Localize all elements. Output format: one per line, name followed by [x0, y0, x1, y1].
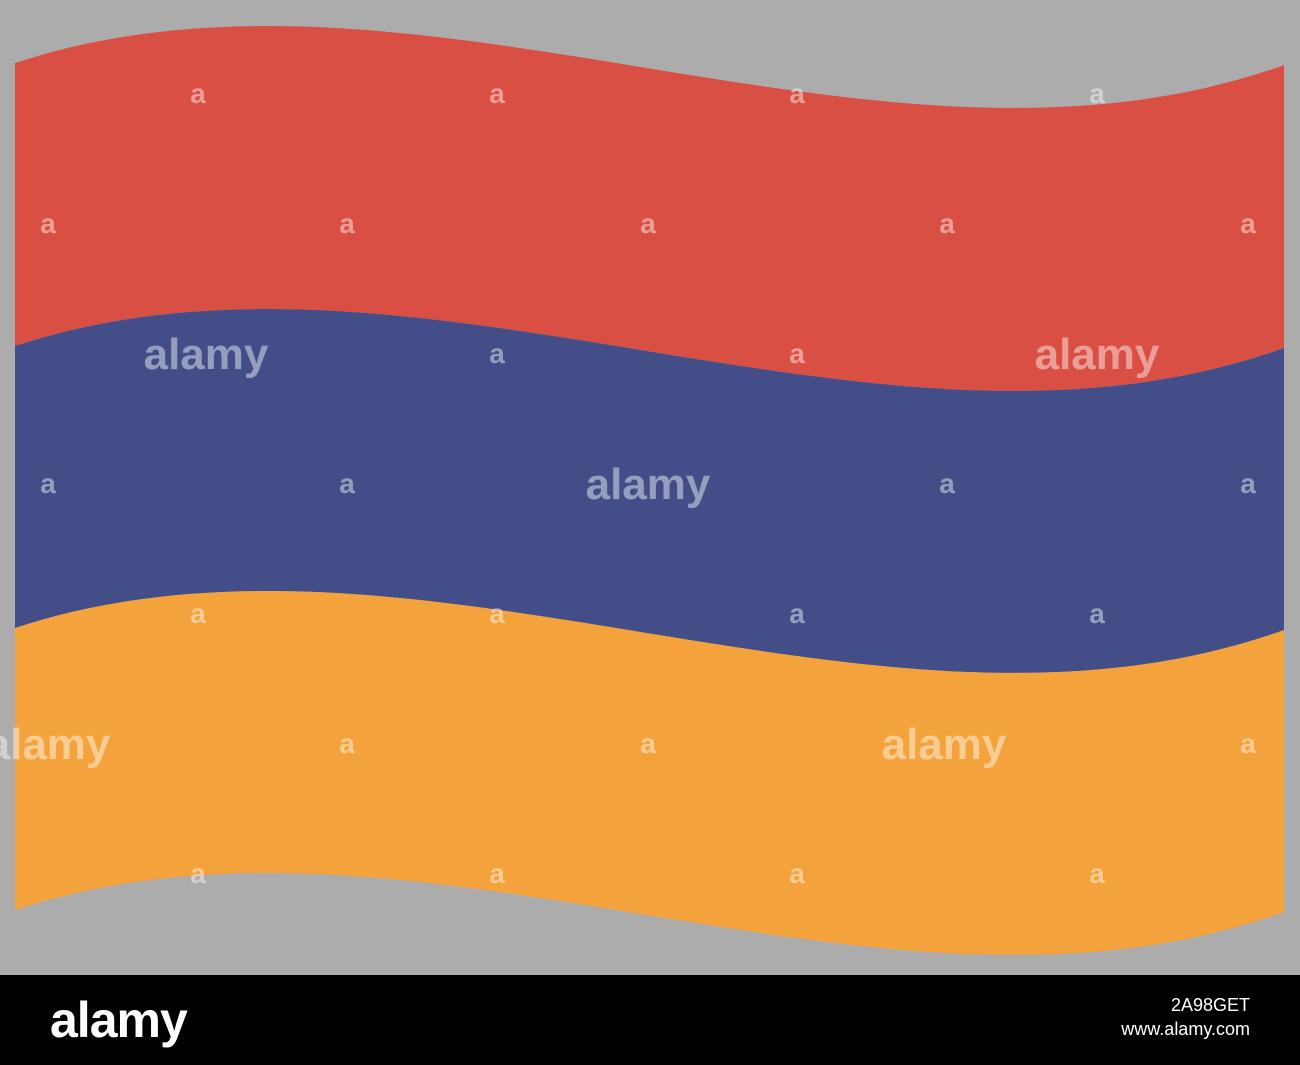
- watermark-word: alamy: [1035, 330, 1160, 379]
- watermark-glyph: a: [339, 468, 355, 499]
- watermark-glyph: a: [789, 598, 805, 629]
- flag-canvas: a a a a a a a a a a a a a a a a a a a a a a a a a a alamy alamy alam…: [0, 0, 1300, 975]
- watermark-glyph: a: [1089, 858, 1105, 889]
- footer-url: www.alamy.com: [1121, 1019, 1250, 1039]
- image-id: 2A98GET: [1170, 995, 1250, 1015]
- watermark-glyph: a: [40, 468, 56, 499]
- watermark-glyph: a: [640, 208, 656, 239]
- footer-bar: alamy 2A98GET www.alamy.com: [0, 975, 1300, 1065]
- watermark-layer: a a a a a a a a a a a a a a a a a a a a a a a a a a alamy alamy alam…: [0, 78, 1256, 889]
- watermark-glyph: a: [40, 208, 56, 239]
- watermark-glyph: a: [789, 338, 805, 369]
- watermark-word: alamy: [144, 330, 269, 379]
- flag-stripe-orange: [15, 591, 1284, 955]
- watermark-glyph: a: [640, 728, 656, 759]
- watermark-glyph: a: [1089, 598, 1105, 629]
- footer-info: 2A98GET www.alamy.com: [1121, 993, 1250, 1041]
- watermark-glyph: a: [1089, 78, 1105, 109]
- flag-image: a a a a a a a a a a a a a a a a a a a a a a a a a a alamy alamy alam…: [0, 0, 1300, 975]
- watermark-word: alamy: [586, 460, 711, 509]
- watermark-glyph: a: [1240, 468, 1256, 499]
- watermark-glyph: a: [489, 78, 505, 109]
- watermark-glyph: a: [1240, 208, 1256, 239]
- watermark-glyph: a: [789, 78, 805, 109]
- watermark-glyph: a: [339, 208, 355, 239]
- watermark-glyph: a: [190, 78, 206, 109]
- watermark-glyph: a: [789, 858, 805, 889]
- flag-stripe-blue: [15, 309, 1284, 673]
- watermark-word: alamy: [0, 720, 111, 769]
- alamy-logo: alamy: [50, 992, 188, 1048]
- watermark-glyph: a: [939, 208, 955, 239]
- watermark-glyph: a: [939, 468, 955, 499]
- watermark-glyph: a: [489, 338, 505, 369]
- watermark-word: alamy: [882, 720, 1007, 769]
- watermark-glyph: a: [1240, 728, 1256, 759]
- watermark-glyph: a: [489, 858, 505, 889]
- flag-stripe-red: [15, 26, 1284, 391]
- watermark-glyph: a: [190, 598, 206, 629]
- watermark-glyph: a: [339, 728, 355, 759]
- watermark-glyph: a: [489, 598, 505, 629]
- watermark-glyph: a: [190, 858, 206, 889]
